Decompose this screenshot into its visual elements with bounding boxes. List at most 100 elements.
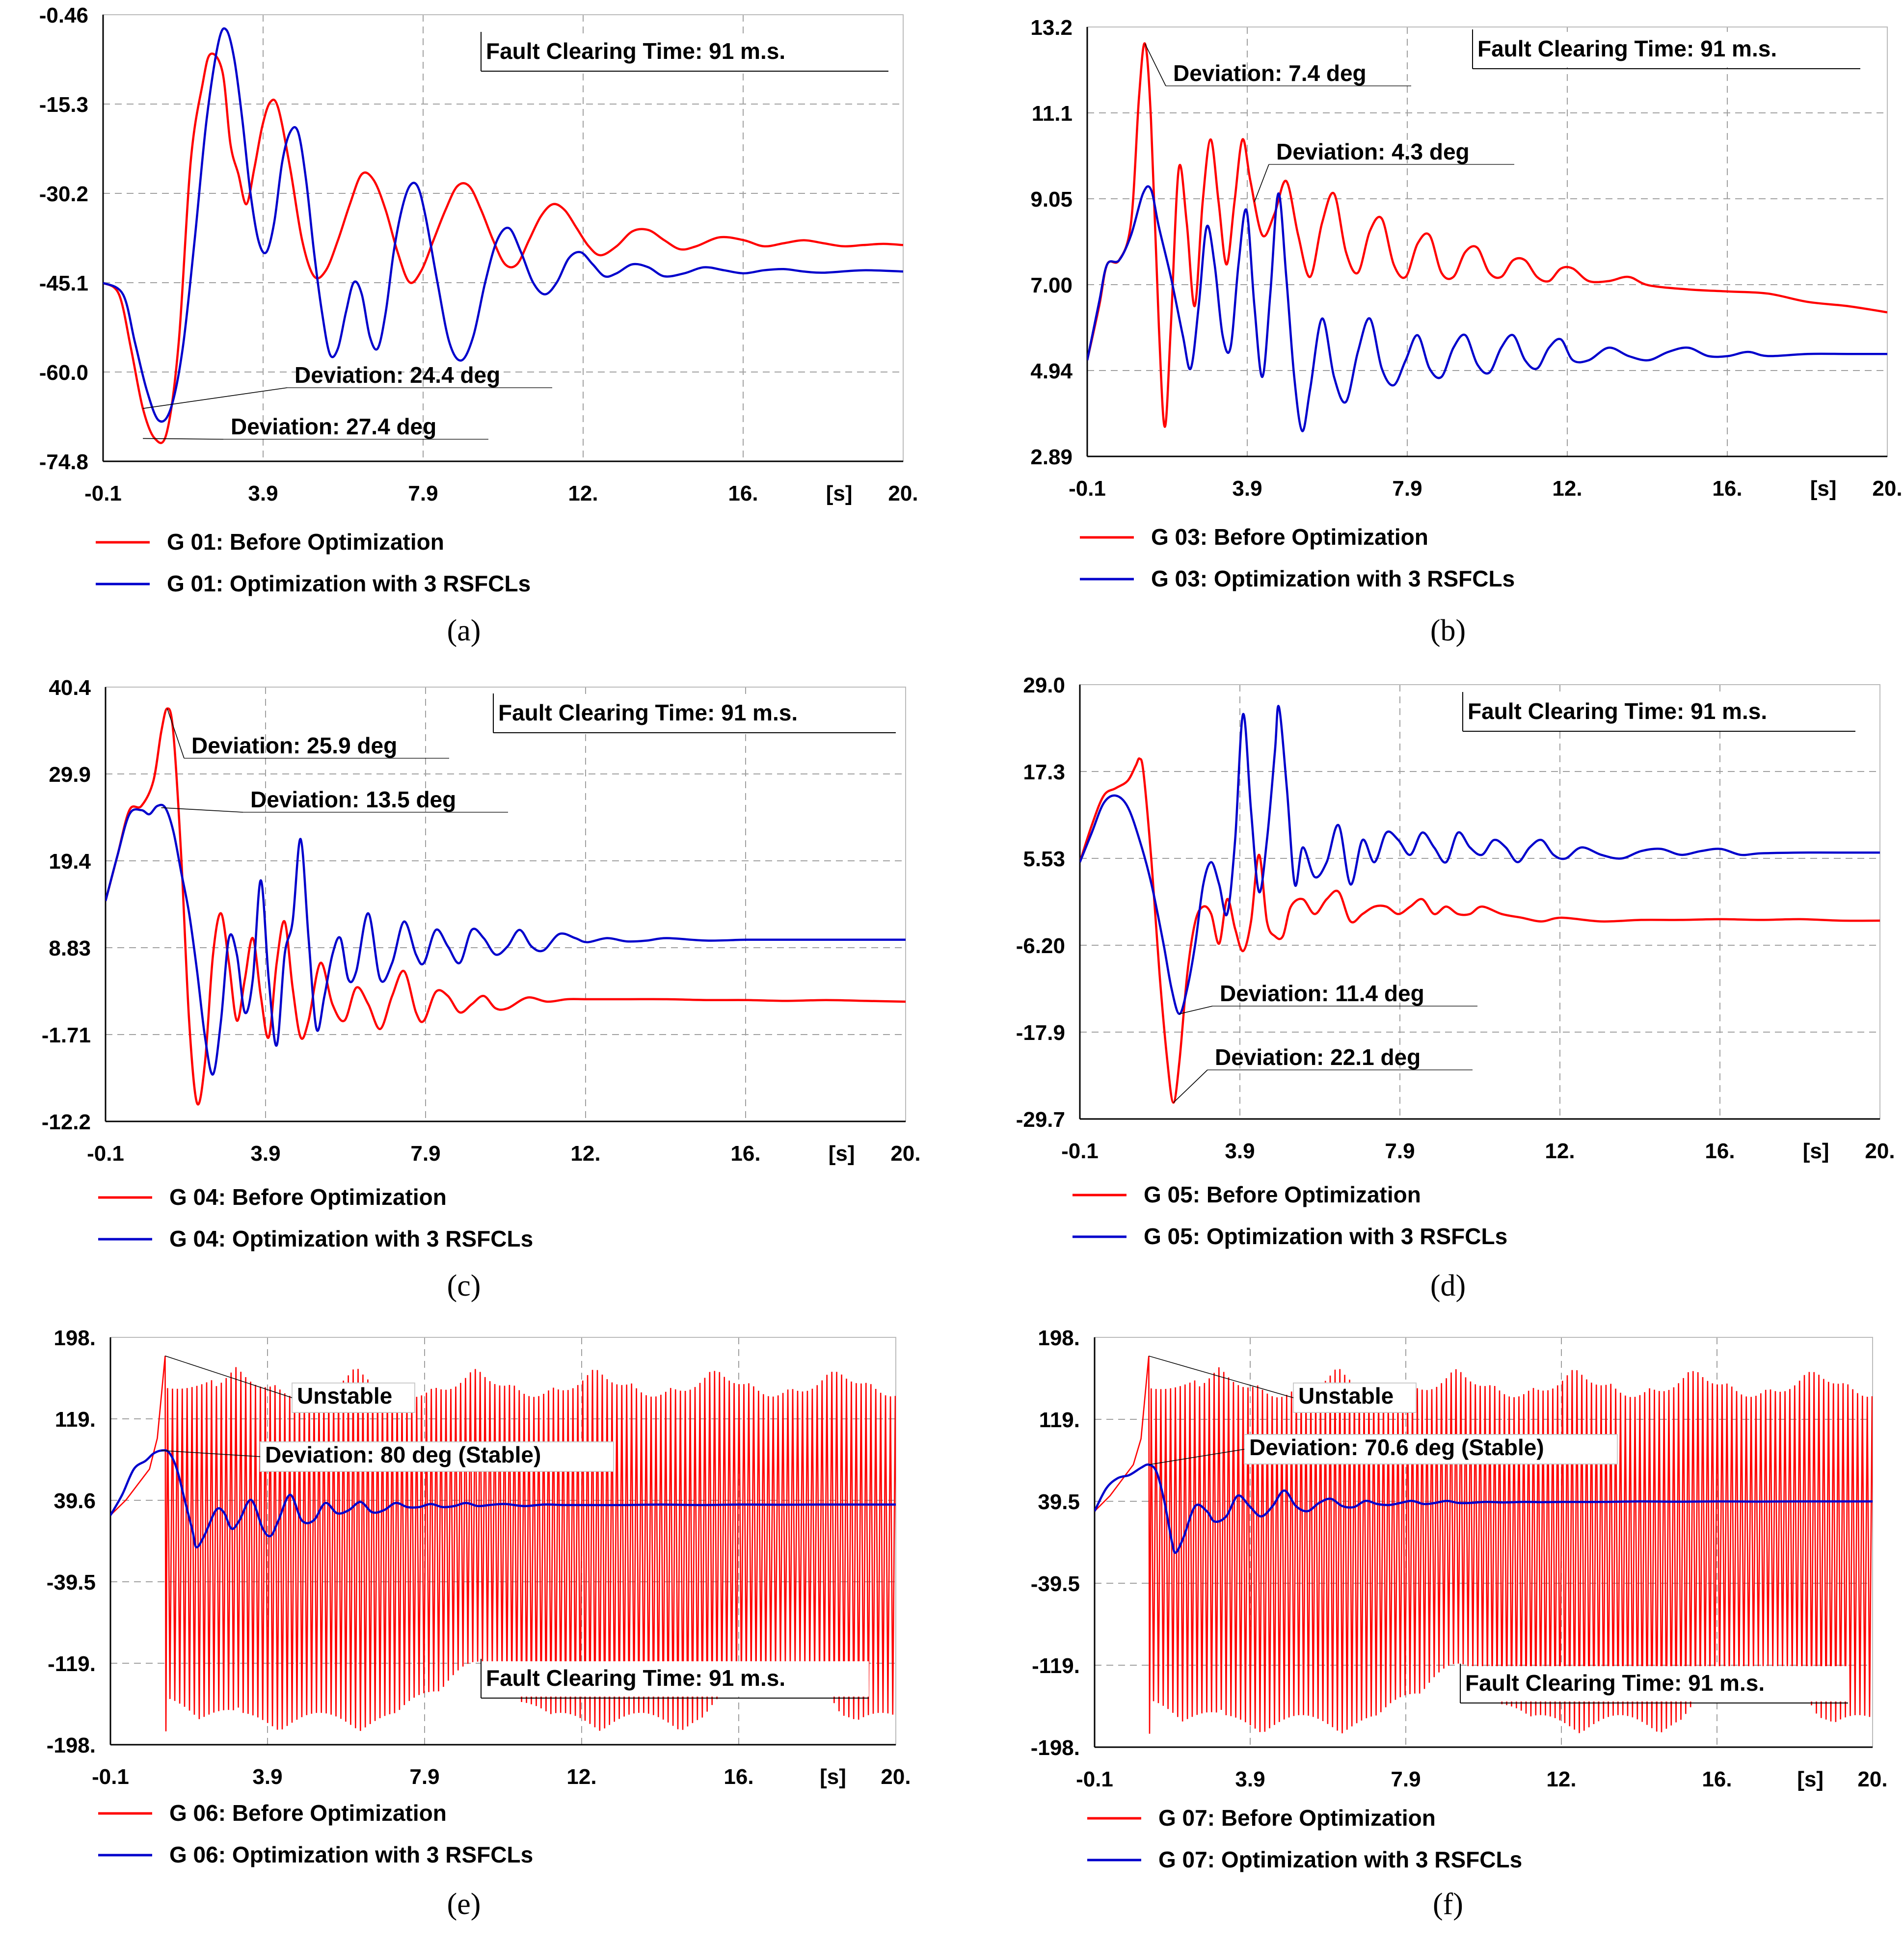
annotation-text: Deviation: 13.5 deg (250, 787, 456, 812)
annotation-pointer (142, 387, 288, 409)
y-tick-label: 198. (54, 1326, 96, 1350)
y-tick-label: 5.53 (1023, 847, 1065, 871)
y-tick-label: -60.0 (39, 361, 88, 385)
y-tick-label: 11.1 (1032, 102, 1073, 126)
x-tick-label: 20. (890, 1142, 920, 1166)
legend-label: G 07: Optimization with 3 RSFCLs (1158, 1847, 1522, 1872)
x-tick-label: -0.1 (87, 1142, 124, 1166)
x-tick-label: 7.9 (410, 1142, 440, 1166)
series-line-after (1080, 705, 1880, 1015)
x-unit-label: [s] (826, 481, 853, 505)
series-line-before (106, 707, 906, 1106)
legend-label: G 04: Optimization with 3 RSFCLs (169, 1226, 533, 1251)
x-tick-label: 16. (1702, 1767, 1732, 1791)
annotation-text: Deviation: 25.9 deg (191, 733, 397, 758)
y-tick-label: 198. (1038, 1326, 1080, 1350)
y-tick-label: 39.5 (1038, 1490, 1080, 1514)
chart-panel-a: -0.46 -15.3 -30.2 -45.1 -60.0 -74.8 -0.1 3.9 7.9… (39, 3, 918, 647)
x-tick-label: 20. (888, 481, 918, 505)
annotation-pointer (1149, 1449, 1245, 1465)
series-line-after (106, 803, 906, 1076)
y-tick-label: -12.2 (42, 1110, 91, 1134)
y-tick-label: 8.83 (49, 936, 91, 960)
series-line-before (103, 53, 903, 444)
x-tick-label: 16. (730, 1142, 760, 1166)
x-tick-label: -0.1 (1076, 1767, 1113, 1791)
x-tick-label: 7.9 (1385, 1139, 1415, 1163)
panel-caption: (f) (1433, 1888, 1463, 1921)
x-tick-label: 7.9 (1392, 477, 1422, 501)
y-tick-label: 7.00 (1030, 273, 1073, 297)
legend-label: G 05: Before Optimization (1144, 1182, 1421, 1207)
annotation-text: Deviation: 80 deg (Stable) (265, 1442, 541, 1467)
x-tick-label: 16. (724, 1765, 753, 1789)
series-line-before (1080, 757, 1880, 1104)
x-tick-label: 3.9 (252, 1765, 282, 1789)
annotation-text: Unstable (297, 1383, 392, 1409)
y-tick-label: -17.9 (1016, 1021, 1065, 1045)
legend-label: G 06: Optimization with 3 RSFCLs (169, 1842, 533, 1867)
x-tick-label: 3.9 (1225, 1139, 1255, 1163)
y-tick-label: -39.5 (1031, 1572, 1080, 1596)
y-tick-label: -74.8 (39, 450, 88, 474)
annotation-box (1473, 32, 1860, 67)
x-tick-label: 12. (1545, 1139, 1575, 1163)
annotation-box (260, 1441, 614, 1472)
x-unit-label: [s] (820, 1765, 846, 1789)
x-tick-label: 7.9 (408, 481, 438, 505)
annotation-pointer (1179, 1006, 1213, 1014)
x-tick-label: 16. (1712, 477, 1742, 501)
annotation-text: Fault Clearing Time: 91 m.s. (486, 38, 785, 64)
series-line-after (1095, 1463, 1873, 1554)
series-line-after (110, 1449, 896, 1548)
y-tick-label: -198. (47, 1733, 96, 1757)
y-tick-label: 119. (55, 1408, 96, 1432)
y-tick-label: -6.20 (1016, 934, 1065, 958)
x-unit-label: [s] (1803, 1139, 1829, 1163)
annotation-box (481, 1661, 869, 1697)
y-tick-label: 19.4 (49, 850, 91, 874)
y-tick-label: 40.4 (49, 676, 91, 700)
annotation-box (1293, 1383, 1417, 1413)
x-tick-label: 12. (568, 481, 598, 505)
x-tick-label: -0.1 (1069, 477, 1106, 501)
y-tick-label: 119. (1039, 1408, 1080, 1432)
x-unit-label: [s] (1810, 477, 1837, 501)
annotation-text: Deviation: 7.4 deg (1173, 60, 1367, 86)
annotation-text: Unstable (1298, 1383, 1394, 1409)
x-tick-label: 7.9 (409, 1765, 439, 1789)
annotation-text: Fault Clearing Time: 91 m.s. (1468, 698, 1767, 724)
y-tick-label: 39.6 (54, 1489, 96, 1513)
annotation-box (1460, 1666, 1848, 1702)
x-tick-label: 12. (566, 1765, 596, 1789)
legend-label: G 03: Optimization with 3 RSFCLs (1151, 566, 1515, 591)
chart-panel-f: 198. 119. 39.5 -39.5 -119. -198. -0.1 3.9 7.9 12.… (1031, 1326, 1888, 1921)
annotation-box (481, 34, 888, 70)
y-tick-label: 13.2 (1030, 16, 1073, 40)
x-tick-label: 20. (881, 1765, 911, 1789)
annotation-text: Deviation: 27.4 deg (231, 414, 436, 439)
panel-caption: (d) (1430, 1269, 1466, 1303)
y-tick-label: -119. (48, 1652, 96, 1676)
legend-label: G 07: Before Optimization (1158, 1805, 1436, 1831)
x-tick-label: 20. (1857, 1767, 1887, 1791)
legend-label: G 04: Before Optimization (169, 1184, 447, 1210)
annotation-pointer (1254, 164, 1269, 202)
x-unit-label: [s] (829, 1142, 855, 1166)
annotation-pointer (161, 1450, 261, 1457)
annotation-text: Deviation: 70.6 deg (Stable) (1249, 1435, 1544, 1460)
y-tick-label: -198. (1031, 1736, 1080, 1760)
y-tick-label: -39.5 (47, 1570, 96, 1595)
panel-caption: (c) (447, 1269, 481, 1303)
annotation-text: Deviation: 4.3 deg (1276, 139, 1470, 164)
annotation-box (493, 696, 896, 731)
y-tick-label: 29.9 (49, 763, 91, 787)
annotation-text: Fault Clearing Time: 91 m.s. (498, 700, 798, 725)
annotation-box (1463, 694, 1855, 730)
series-line-after (1087, 185, 1887, 432)
series-line-before-unstable (110, 1356, 896, 1731)
series-line-before (1087, 42, 1887, 428)
annotation-text: Deviation: 24.4 deg (295, 362, 500, 388)
legend-label: G 06: Before Optimization (169, 1800, 447, 1826)
